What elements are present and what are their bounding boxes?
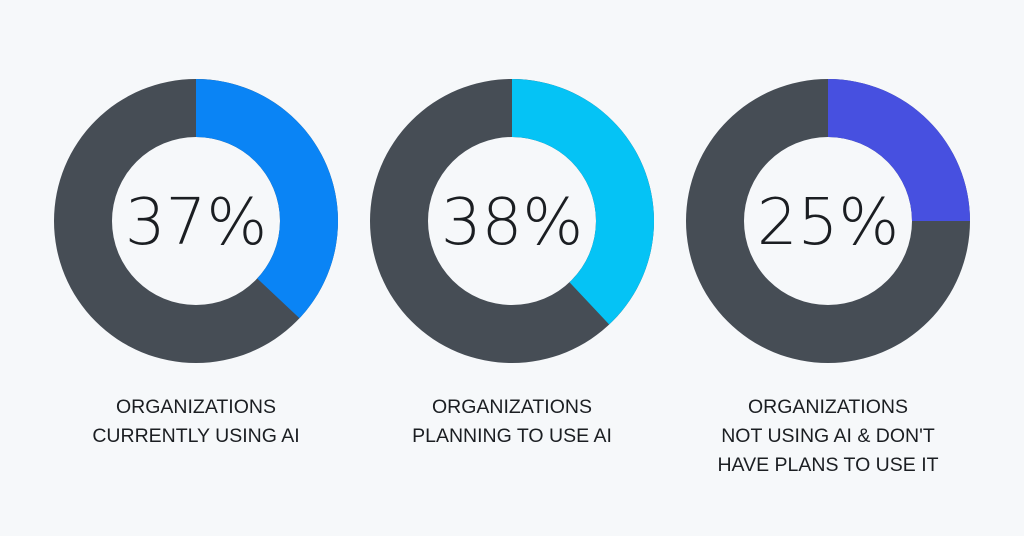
percent-label: 37% (124, 186, 268, 260)
percent-label: 38% (440, 186, 584, 260)
label-line: ORGANIZATIONS (432, 396, 592, 418)
donut-svg (686, 79, 970, 363)
label-line: ORGANIZATIONS (748, 396, 908, 418)
label-line: HAVE PLANS TO USE IT (717, 454, 939, 476)
donut-chart-not-using: 25% ORGANIZATIONS NOT USING AI & DON'T H… (678, 0, 978, 536)
category-label: ORGANIZATIONS NOT USING AI & DON'T HAVE … (658, 393, 998, 480)
donut-svg (54, 79, 338, 363)
donut-chart-planning: 38% ORGANIZATIONS PLANNING TO USE AI (362, 0, 662, 536)
donut-svg (370, 79, 654, 363)
donut-segment (196, 79, 338, 319)
donut-segment (512, 79, 654, 325)
donut-segment (828, 79, 970, 221)
label-line: CURRENTLY USING AI (92, 425, 300, 447)
label-line: PLANNING TO USE AI (412, 425, 612, 447)
donut-chart-currently-using: 37% ORGANIZATIONS CURRENTLY USING AI (46, 0, 346, 536)
category-label: ORGANIZATIONS CURRENTLY USING AI (26, 393, 366, 451)
percent-label: 25% (756, 186, 900, 260)
category-label: ORGANIZATIONS PLANNING TO USE AI (342, 393, 682, 451)
label-line: ORGANIZATIONS (116, 396, 276, 418)
label-line: NOT USING AI & DON'T (721, 425, 935, 447)
